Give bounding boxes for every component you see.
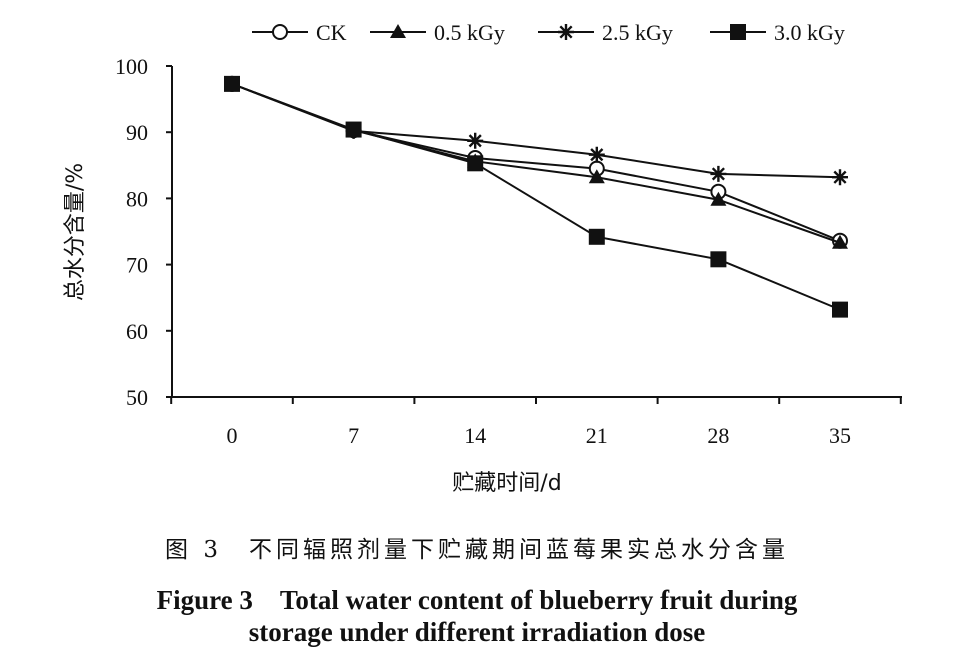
data-point (832, 234, 848, 249)
x-tick-label: 35 (829, 423, 851, 448)
legend-item: CK (252, 20, 347, 45)
legend-item: 3.0 kGy (710, 20, 845, 45)
series-line (231, 82, 841, 179)
legend-label: 3.0 kGy (774, 20, 845, 45)
series-3-0-kgy (224, 75, 848, 318)
legend-label: CK (316, 20, 347, 45)
x-tick-label: 0 (227, 423, 238, 448)
y-tick-label: 90 (126, 120, 148, 145)
x-tick-label: 7 (348, 423, 359, 448)
y-tick-label: 70 (126, 253, 148, 278)
triangle-marker (832, 234, 848, 249)
y-tick-label: 60 (126, 319, 148, 344)
figure-caption-chinese: 图 3 不同辐照剂量下贮藏期间蓝莓果实总水分含量 (165, 537, 789, 563)
y-tick-label: 100 (115, 54, 148, 79)
data-point (832, 301, 848, 318)
square-marker (467, 155, 484, 172)
data-point (730, 24, 746, 40)
data-point (467, 155, 484, 172)
y-tick-label: 80 (126, 186, 148, 211)
data-point (467, 132, 484, 149)
chart-legend: CK 0.5 kGy 2.5 kGy 3.0 kGy (252, 20, 845, 45)
star-marker (710, 165, 727, 182)
x-tick-label: 14 (464, 423, 486, 448)
data-point (345, 121, 362, 138)
data-point (558, 24, 574, 40)
data-point (390, 24, 406, 38)
legend-item: 0.5 kGy (370, 20, 505, 45)
data-point (832, 169, 848, 186)
data-point (588, 146, 605, 163)
data-point (710, 251, 727, 268)
star-marker (588, 146, 605, 163)
legend-label: 2.5 kGy (602, 20, 673, 45)
x-axis-title: 贮藏时间/d (452, 471, 561, 496)
series-line (231, 82, 841, 311)
square-marker (224, 75, 240, 92)
x-tick-label: 28 (707, 423, 729, 448)
triangle-marker (588, 169, 605, 184)
x-tick-label: 21 (586, 423, 608, 448)
square-marker (832, 301, 848, 318)
star-marker (832, 169, 848, 186)
data-point (588, 169, 605, 184)
legend-item: 2.5 kGy (538, 20, 673, 45)
square-marker (588, 228, 605, 245)
chart-axes: 50 60 70 80 90 100 0 7 14 21 28 35 (115, 54, 902, 448)
square-marker (710, 251, 727, 268)
y-axis-title: 总水分含量/% (63, 163, 88, 301)
triangle-marker (390, 24, 406, 38)
data-point (710, 191, 727, 206)
data-point (224, 75, 240, 92)
figure-caption-english-line1: Figure 3 Total water content of blueberr… (156, 585, 798, 615)
data-point (588, 228, 605, 245)
star-marker (558, 24, 574, 40)
y-tick-label: 50 (126, 385, 148, 410)
square-marker (730, 24, 746, 40)
data-point (710, 165, 727, 182)
figure-caption-english-line2: storage under different irradiation dose (248, 617, 706, 647)
square-marker (345, 121, 362, 138)
series-ck (224, 75, 848, 249)
chart-series (224, 75, 848, 318)
legend-label: 0.5 kGy (434, 20, 505, 45)
circle-marker (272, 24, 288, 40)
series-line (231, 82, 841, 242)
data-point (272, 24, 288, 40)
triangle-marker (710, 191, 727, 206)
star-marker (467, 132, 484, 149)
